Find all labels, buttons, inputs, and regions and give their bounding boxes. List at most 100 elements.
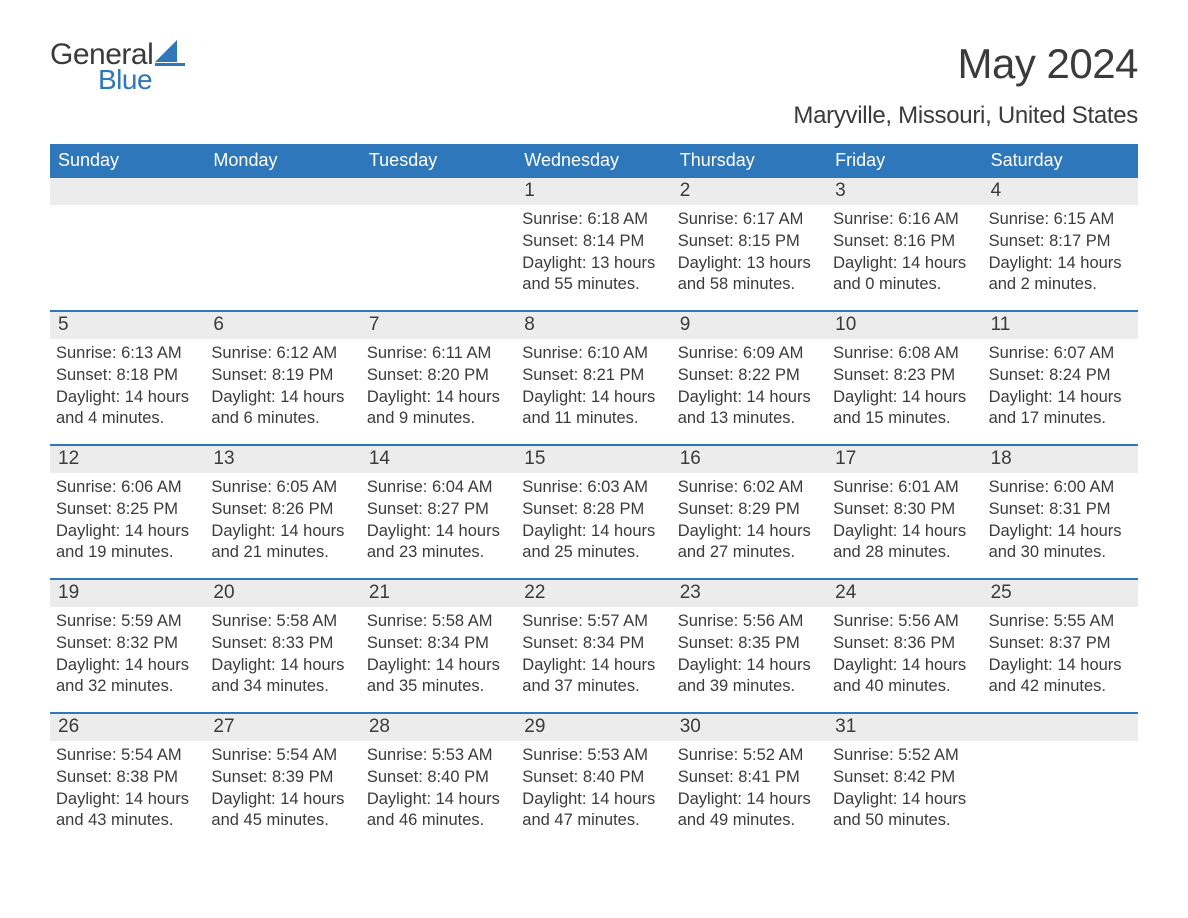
dow-cell: Wednesday <box>516 144 671 178</box>
day-details: Sunrise: 5:53 AMSunset: 8:40 PMDaylight:… <box>367 745 510 832</box>
day-cell: 1Sunrise: 6:18 AMSunset: 8:14 PMDaylight… <box>516 178 671 310</box>
sunrise-line: Sunrise: 6:01 AM <box>833 477 976 499</box>
sunset-line: Sunset: 8:21 PM <box>522 365 665 387</box>
day-cell: 24Sunrise: 5:56 AMSunset: 8:36 PMDayligh… <box>827 580 982 712</box>
day-cell: 23Sunrise: 5:56 AMSunset: 8:35 PMDayligh… <box>672 580 827 712</box>
day-details: Sunrise: 6:04 AMSunset: 8:27 PMDaylight:… <box>367 477 510 564</box>
day-of-week-header: SundayMondayTuesdayWednesdayThursdayFrid… <box>50 144 1138 178</box>
day-number: 27 <box>205 714 360 741</box>
sunrise-line: Sunrise: 5:54 AM <box>211 745 354 767</box>
daylight-line-1: Daylight: 14 hours <box>833 789 976 811</box>
day-cell: 9Sunrise: 6:09 AMSunset: 8:22 PMDaylight… <box>672 312 827 444</box>
sunrise-line: Sunrise: 5:53 AM <box>367 745 510 767</box>
sunrise-line: Sunrise: 6:02 AM <box>678 477 821 499</box>
day-number <box>361 178 516 205</box>
daylight-line-2: and 42 minutes. <box>989 676 1132 698</box>
calendar-grid: SundayMondayTuesdayWednesdayThursdayFrid… <box>50 144 1138 846</box>
day-cell <box>983 714 1138 846</box>
sunrise-line: Sunrise: 5:54 AM <box>56 745 199 767</box>
sunset-line: Sunset: 8:18 PM <box>56 365 199 387</box>
day-number: 29 <box>516 714 671 741</box>
day-cell: 6Sunrise: 6:12 AMSunset: 8:19 PMDaylight… <box>205 312 360 444</box>
day-number: 22 <box>516 580 671 607</box>
location-subtitle: Maryville, Missouri, United States <box>50 102 1138 130</box>
day-details: Sunrise: 5:54 AMSunset: 8:39 PMDaylight:… <box>211 745 354 832</box>
day-number: 8 <box>516 312 671 339</box>
daylight-line-2: and 9 minutes. <box>367 408 510 430</box>
sunrise-line: Sunrise: 5:55 AM <box>989 611 1132 633</box>
day-number: 26 <box>50 714 205 741</box>
day-details: Sunrise: 6:03 AMSunset: 8:28 PMDaylight:… <box>522 477 665 564</box>
sunrise-line: Sunrise: 6:09 AM <box>678 343 821 365</box>
sunset-line: Sunset: 8:14 PM <box>522 231 665 253</box>
sunrise-line: Sunrise: 6:18 AM <box>522 209 665 231</box>
daylight-line-2: and 27 minutes. <box>678 542 821 564</box>
daylight-line-1: Daylight: 14 hours <box>56 387 199 409</box>
daylight-line-1: Daylight: 14 hours <box>367 789 510 811</box>
day-cell: 30Sunrise: 5:52 AMSunset: 8:41 PMDayligh… <box>672 714 827 846</box>
week-row: 1Sunrise: 6:18 AMSunset: 8:14 PMDaylight… <box>50 178 1138 310</box>
daylight-line-1: Daylight: 14 hours <box>678 521 821 543</box>
sunset-line: Sunset: 8:26 PM <box>211 499 354 521</box>
day-details: Sunrise: 5:53 AMSunset: 8:40 PMDaylight:… <box>522 745 665 832</box>
day-cell: 27 Sunrise: 5:54 AMSunset: 8:39 PMDayligh… <box>205 714 360 846</box>
sunrise-line: Sunrise: 5:58 AM <box>367 611 510 633</box>
daylight-line-2: and 23 minutes. <box>367 542 510 564</box>
day-number: 23 <box>672 580 827 607</box>
day-details: Sunrise: 6:16 AMSunset: 8:16 PMDaylight:… <box>833 209 976 296</box>
daylight-line-1: Daylight: 14 hours <box>989 655 1132 677</box>
daylight-line-2: and 25 minutes. <box>522 542 665 564</box>
daylight-line-2: and 21 minutes. <box>211 542 354 564</box>
day-number: 6 <box>205 312 360 339</box>
daylight-line-1: Daylight: 14 hours <box>367 521 510 543</box>
daylight-line-1: Daylight: 13 hours <box>522 253 665 275</box>
day-number <box>983 714 1138 741</box>
dow-cell: Tuesday <box>361 144 516 178</box>
day-number: 16 <box>672 446 827 473</box>
daylight-line-2: and 49 minutes. <box>678 810 821 832</box>
daylight-line-2: and 47 minutes. <box>522 810 665 832</box>
daylight-line-2: and 2 minutes. <box>989 274 1132 296</box>
sunrise-line: Sunrise: 6:16 AM <box>833 209 976 231</box>
sunrise-line: Sunrise: 6:04 AM <box>367 477 510 499</box>
daylight-line-1: Daylight: 14 hours <box>522 655 665 677</box>
daylight-line-1: Daylight: 14 hours <box>56 521 199 543</box>
day-details: Sunrise: 6:13 AMSunset: 8:18 PMDaylight:… <box>56 343 199 430</box>
day-number: 7 <box>361 312 516 339</box>
daylight-line-2: and 28 minutes. <box>833 542 976 564</box>
day-cell: 4Sunrise: 6:15 AMSunset: 8:17 PMDaylight… <box>983 178 1138 310</box>
daylight-line-2: and 6 minutes. <box>211 408 354 430</box>
daylight-line-1: Daylight: 14 hours <box>833 253 976 275</box>
day-details: Sunrise: 6:02 AMSunset: 8:29 PMDaylight:… <box>678 477 821 564</box>
day-cell: 20Sunrise: 5:58 AMSunset: 8:33 PMDayligh… <box>205 580 360 712</box>
sunset-line: Sunset: 8:19 PM <box>211 365 354 387</box>
day-number: 21 <box>361 580 516 607</box>
daylight-line-1: Daylight: 14 hours <box>833 387 976 409</box>
day-cell: 5Sunrise: 6:13 AMSunset: 8:18 PMDaylight… <box>50 312 205 444</box>
sunrise-line: Sunrise: 5:52 AM <box>678 745 821 767</box>
day-cell: 7Sunrise: 6:11 AMSunset: 8:20 PMDaylight… <box>361 312 516 444</box>
day-details: Sunrise: 6:07 AMSunset: 8:24 PMDaylight:… <box>989 343 1132 430</box>
daylight-line-2: and 55 minutes. <box>522 274 665 296</box>
day-cell: 13Sunrise: 6:05 AMSunset: 8:26 PMDayligh… <box>205 446 360 578</box>
day-number: 4 <box>983 178 1138 205</box>
week-row: 12Sunrise: 6:06 AMSunset: 8:25 PMDayligh… <box>50 444 1138 578</box>
sunrise-line: Sunrise: 5:52 AM <box>833 745 976 767</box>
day-number: 14 <box>361 446 516 473</box>
day-details: Sunrise: 6:06 AMSunset: 8:25 PMDaylight:… <box>56 477 199 564</box>
sunrise-line: Sunrise: 6:15 AM <box>989 209 1132 231</box>
daylight-line-1: Daylight: 14 hours <box>989 521 1132 543</box>
day-number: 15 <box>516 446 671 473</box>
daylight-line-1: Daylight: 14 hours <box>522 789 665 811</box>
day-cell: 19Sunrise: 5:59 AMSunset: 8:32 PMDayligh… <box>50 580 205 712</box>
day-number: 30 <box>672 714 827 741</box>
brand-sail-icon <box>155 40 189 66</box>
daylight-line-2: and 39 minutes. <box>678 676 821 698</box>
day-cell: 12Sunrise: 6:06 AMSunset: 8:25 PMDayligh… <box>50 446 205 578</box>
day-number: 3 <box>827 178 982 205</box>
day-details: Sunrise: 6:05 AMSunset: 8:26 PMDaylight:… <box>211 477 354 564</box>
daylight-line-2: and 11 minutes. <box>522 408 665 430</box>
day-cell: 2Sunrise: 6:17 AMSunset: 8:15 PMDaylight… <box>672 178 827 310</box>
daylight-line-2: and 4 minutes. <box>56 408 199 430</box>
daylight-line-1: Daylight: 14 hours <box>211 789 354 811</box>
